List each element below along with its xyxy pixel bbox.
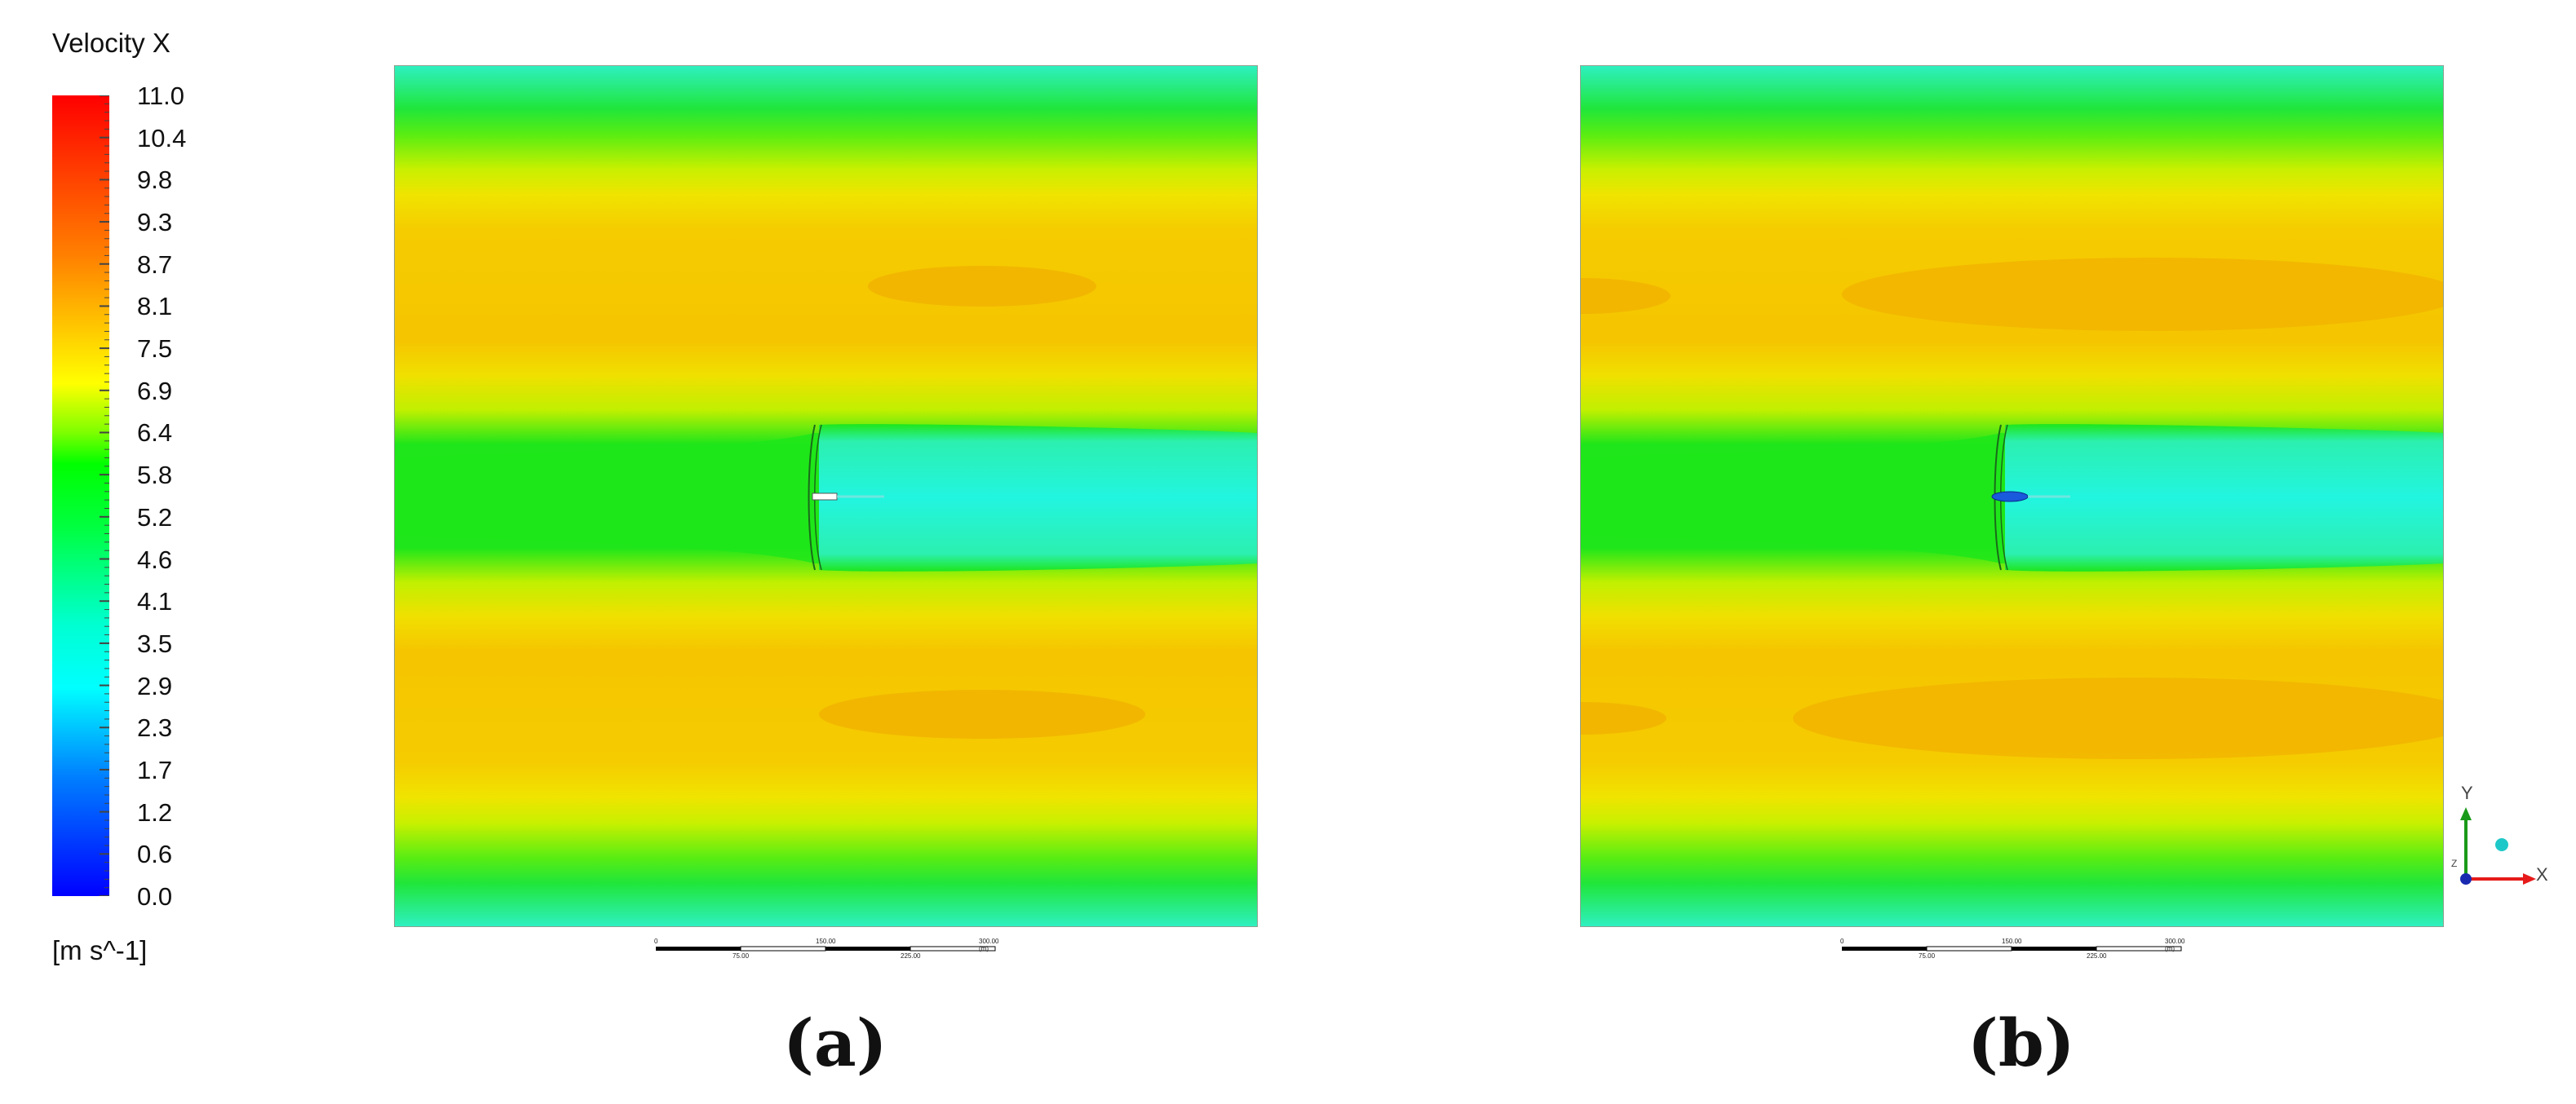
colorbar-tick-label: 9.3	[137, 208, 173, 237]
colorbar-tick-label: 1.7	[137, 755, 173, 784]
legend-units: [m s^-1]	[52, 935, 148, 965]
scale-label-75: 75.00	[733, 952, 750, 960]
axis-y-label: Y	[2461, 783, 2473, 803]
scale-label-0: 0	[1840, 938, 1844, 945]
colorbar-tick-label: 3.5	[137, 629, 173, 658]
scale-bar-b: 0 150.00 300.00 (m) 75.00 225.00	[1840, 938, 2185, 962]
axis-z-label: Z	[2451, 858, 2458, 869]
colorbar-tick-label: 2.3	[137, 713, 173, 743]
contour-panel-b	[1580, 65, 2444, 927]
scale-label-150: 150.00	[816, 938, 836, 945]
axis-triad: Y X Z	[2451, 783, 2549, 897]
colorbar-tick-label: 8.1	[137, 292, 173, 321]
scale-label-225: 225.00	[901, 952, 921, 960]
scale-label-300: 300.00 (m)	[979, 938, 999, 952]
legend-title: Velocity X	[52, 28, 170, 58]
scale-label-150: 150.00	[2002, 938, 2022, 945]
colorbar-tick-label: 11.0	[137, 82, 185, 110]
caption-a: (a)	[783, 1005, 887, 1081]
colorbar-tick-label: 1.2	[137, 797, 173, 827]
caption-b: (b)	[1967, 1005, 2075, 1081]
colorbar-tick-label: 4.6	[137, 545, 173, 574]
colorbar-tick-label: 8.7	[137, 250, 173, 279]
scale-label-75: 75.00	[1919, 952, 1936, 960]
scale-label-225: 225.00	[2087, 952, 2107, 960]
scale-label-300: 300.00 (m)	[2165, 938, 2185, 952]
contour-panel-a	[394, 65, 1258, 927]
colorbar-tick-label: 6.4	[137, 418, 173, 448]
axis-x-label: X	[2536, 864, 2548, 885]
colorbar-tick-label: 0.6	[137, 840, 173, 869]
scale-bar-a: 0 150.00 300.00 (m) 75.00 225.00	[654, 938, 999, 962]
colorbar	[52, 95, 109, 897]
colorbar-tick-label: 0.0	[137, 882, 173, 911]
scale-label-0: 0	[654, 938, 658, 945]
colorbar-tick-label: 6.9	[137, 376, 173, 405]
colorbar-tick-label: 9.8	[137, 166, 173, 195]
colorbar-tick-label: 10.4	[137, 123, 187, 152]
colorbar-tick-label: 5.8	[137, 461, 173, 490]
colorbar-tick-label: 7.5	[137, 334, 173, 364]
colorbar-tick-label: 5.2	[137, 502, 173, 532]
colorbar-tick-label: 2.9	[137, 671, 173, 700]
colorbar-tick-label: 4.1	[137, 587, 173, 616]
